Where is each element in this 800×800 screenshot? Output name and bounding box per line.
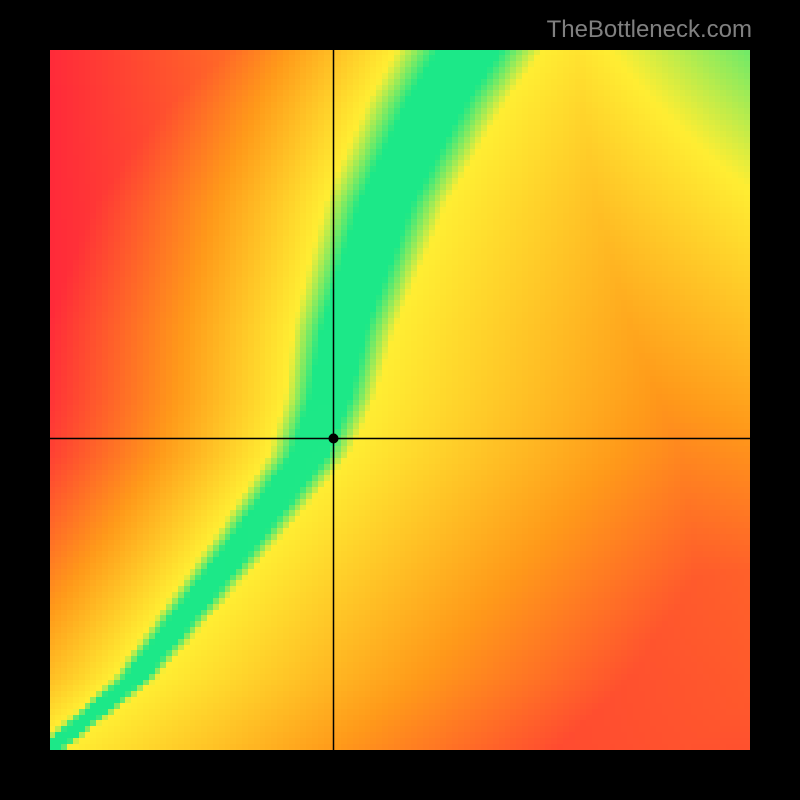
watermark-text: TheBottleneck.com (547, 16, 752, 44)
heatmap-canvas (50, 50, 750, 750)
heatmap-plot (50, 50, 750, 750)
